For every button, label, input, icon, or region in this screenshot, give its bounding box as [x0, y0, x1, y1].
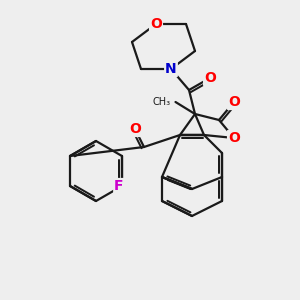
Text: O: O	[129, 122, 141, 136]
Text: O: O	[228, 131, 240, 145]
Text: CH₃: CH₃	[153, 97, 171, 107]
Text: O: O	[150, 17, 162, 31]
Text: F: F	[114, 179, 124, 193]
Text: N: N	[165, 62, 177, 76]
Text: O: O	[228, 95, 240, 109]
Text: O: O	[204, 71, 216, 85]
